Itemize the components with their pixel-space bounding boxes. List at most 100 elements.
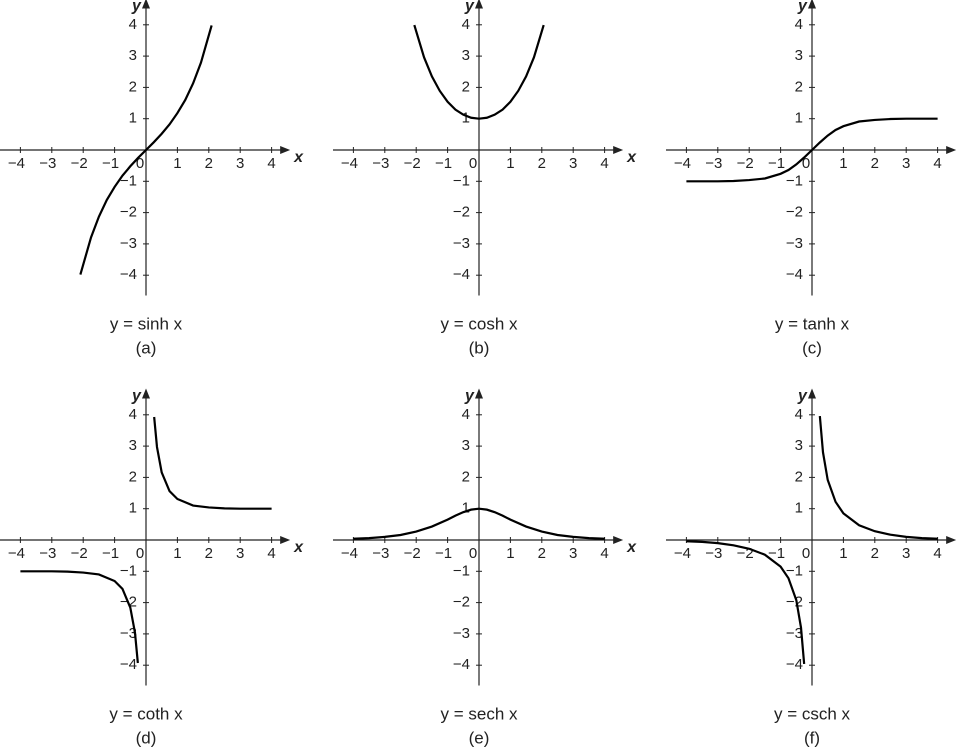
y-tick-label: −4 [453,266,470,283]
y-tick-label: −4 [786,266,803,283]
caption: y = csch x [774,704,851,723]
x-tick-label: −1 [768,545,785,562]
x-tick-label: 4 [933,545,941,562]
y-tick-label: 3 [795,47,803,64]
x-tick-label: −3 [705,545,722,562]
y-axis-label: y [464,0,475,15]
y-tick-label: 1 [129,110,137,127]
x-tick-label: 4 [267,545,275,562]
y-tick-label: −2 [453,594,470,611]
x-axis-label: x [293,539,304,556]
x-tick-label: −4 [674,545,691,562]
y-tick-label: −4 [120,656,137,673]
panel-label: (c) [802,338,822,357]
x-tick-label: −2 [71,155,88,172]
x-tick-label: 3 [569,545,577,562]
y-tick-label: 3 [129,437,137,454]
curve [686,117,938,183]
panel-label: (f) [804,728,820,747]
y-tick-label: 4 [462,16,470,33]
x-tick-label: −3 [705,155,722,172]
x-tick-label: −1 [102,155,119,172]
x-tick-label: 1 [839,545,847,562]
y-tick-label: 1 [462,500,470,517]
curve [79,25,213,275]
y-axis-label: y [131,0,142,15]
y-axis-label: y [131,388,142,405]
x-axis-label: x [626,149,637,166]
x-tick-label: −1 [102,545,119,562]
y-axis-label: y [797,388,808,405]
y-tick-label: −1 [120,562,137,579]
x-tick-label: −4 [674,155,691,172]
x-arrow [613,146,624,154]
y-tick-label: −3 [120,235,137,252]
y-tick-label: −2 [120,204,137,221]
x-tick-label: −2 [737,155,754,172]
x-tick-label: −4 [8,155,25,172]
caption: y = tanh x [775,314,850,333]
y-tick-label: −1 [453,562,470,579]
x-tick-label: 2 [871,545,879,562]
x-tick-label: 4 [933,155,941,172]
x-tick-label: −2 [71,545,88,562]
caption: y = sech x [440,704,518,723]
x-tick-label: 0 [136,545,144,562]
y-tick-label: −1 [786,562,803,579]
y-tick-label: 2 [795,468,803,485]
x-arrow [946,536,957,544]
y-tick-label: 1 [795,110,803,127]
x-tick-label: −4 [341,155,358,172]
x-tick-label: 0 [802,155,810,172]
x-tick-label: 2 [538,155,546,172]
x-arrow [280,146,291,154]
x-tick-label: 3 [236,545,244,562]
x-tick-label: 2 [871,155,879,172]
caption: y = coth x [109,704,183,723]
y-tick-label: 4 [795,406,803,423]
y-tick-label: 1 [129,500,137,517]
y-tick-label: −3 [120,625,137,642]
caption: y = cosh x [440,314,518,333]
x-tick-label: 3 [569,155,577,172]
x-tick-label: −1 [435,155,452,172]
y-arrow [142,388,150,399]
y-tick-label: −3 [786,235,803,252]
y-tick-label: −4 [786,656,803,673]
y-tick-label: −4 [453,656,470,673]
y-arrow [808,388,816,399]
x-tick-label: −4 [341,545,358,562]
y-tick-label: −1 [786,172,803,189]
y-tick-label: −1 [120,172,137,189]
x-tick-label: 0 [802,545,810,562]
x-tick-label: 2 [205,545,213,562]
curve [20,416,272,664]
x-tick-label: −2 [404,155,421,172]
y-tick-label: 2 [129,468,137,485]
y-arrow [475,388,483,399]
x-tick-label: −2 [404,545,421,562]
y-tick-label: 1 [462,110,470,127]
curve [686,415,938,665]
x-arrow [946,146,957,154]
y-tick-label: 4 [462,406,470,423]
x-tick-label: 1 [506,545,514,562]
x-tick-label: 2 [538,545,546,562]
y-tick-label: −1 [453,172,470,189]
y-tick-label: −3 [453,625,470,642]
y-tick-label: 3 [462,437,470,454]
y-tick-label: 2 [462,78,470,95]
curve [413,24,545,120]
x-tick-label: −3 [39,155,56,172]
x-tick-label: −4 [8,545,25,562]
x-axis-label: x [626,539,637,556]
y-tick-label: 2 [462,468,470,485]
y-tick-label: 2 [795,78,803,95]
x-arrow [613,536,624,544]
y-tick-label: 4 [795,16,803,33]
x-tick-label: 2 [205,155,213,172]
y-tick-label: 3 [129,47,137,64]
y-tick-label: 4 [129,16,137,33]
y-axis-label: y [797,0,808,15]
